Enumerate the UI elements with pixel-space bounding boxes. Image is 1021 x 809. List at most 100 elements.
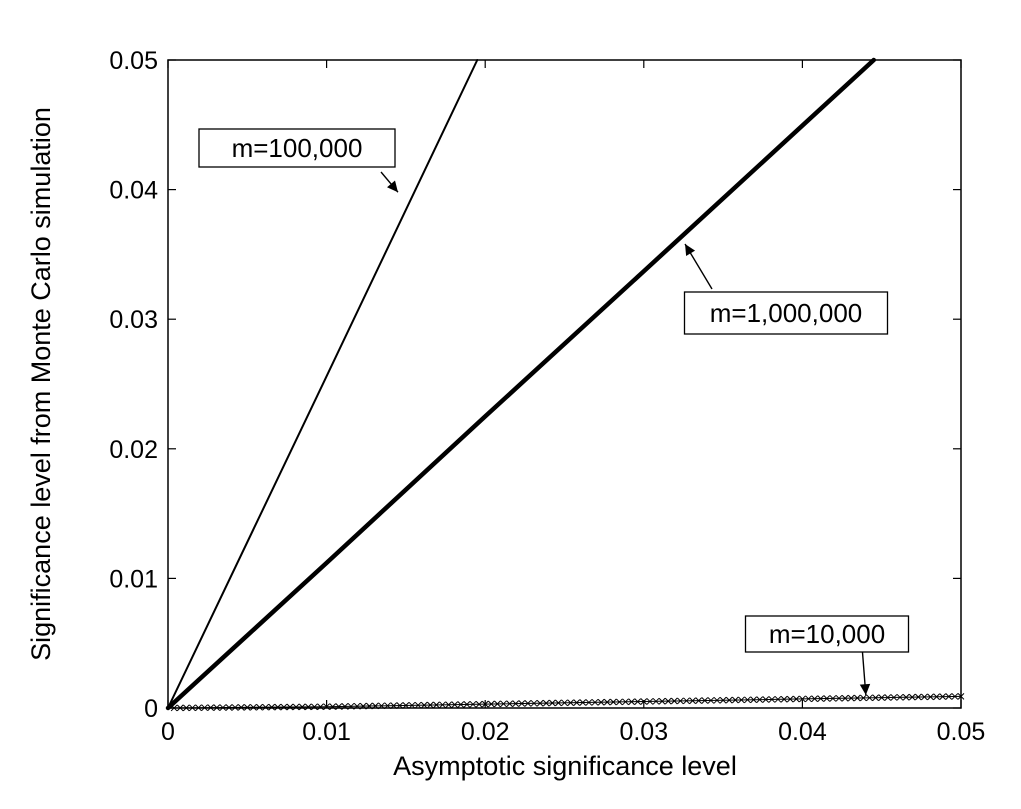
series-marker-m10000 — [243, 703, 251, 711]
series-marker-m10000 — [683, 697, 690, 705]
series-marker-m10000 — [189, 704, 196, 712]
series-marker-m10000 — [841, 694, 849, 702]
series-marker-m10000 — [738, 696, 745, 704]
series-marker-m10000 — [536, 699, 544, 707]
series-marker-m10000 — [542, 699, 550, 707]
series-layer — [165, 57, 965, 712]
series-marker-m10000 — [433, 701, 440, 709]
series-marker-m10000 — [500, 700, 507, 708]
series-marker-m10000 — [933, 693, 940, 701]
series-marker-m10000 — [719, 696, 727, 704]
series-marker-m10000 — [725, 696, 733, 704]
series-marker-m10000 — [445, 701, 452, 709]
series-marker-m10000 — [585, 699, 593, 706]
series-marker-m10000 — [506, 700, 513, 708]
series-marker-m10000 — [805, 695, 812, 703]
series-marker-m10000 — [512, 700, 520, 707]
series-marker-m10000 — [829, 695, 837, 702]
series-marker-m10000 — [945, 693, 953, 700]
series-marker-m10000 — [384, 702, 391, 710]
series-marker-m10000 — [561, 699, 568, 707]
series-marker-m10000 — [762, 696, 770, 703]
series-marker-m10000 — [262, 703, 269, 711]
y-tick-label: 0.04 — [109, 177, 158, 205]
series-marker-m10000 — [835, 694, 843, 702]
series-marker-m10000 — [378, 702, 385, 710]
series-marker-m10000 — [390, 702, 398, 709]
series-marker-m10000 — [347, 702, 355, 710]
series-marker-m10000 — [274, 703, 282, 711]
series-marker-m10000 — [298, 703, 306, 711]
series-marker-m10000 — [908, 693, 916, 701]
series-marker-m10000 — [768, 696, 776, 703]
series-marker-m10000 — [219, 704, 227, 711]
series-marker-m10000 — [426, 701, 434, 709]
series-marker-m10000 — [914, 693, 922, 701]
series-marker-m10000 — [853, 694, 861, 702]
series-marker-m10000 — [439, 701, 446, 709]
annotation-arrowhead-m100000 — [387, 180, 398, 193]
series-marker-m10000 — [878, 694, 886, 701]
x-tick-label: 0.01 — [302, 718, 351, 746]
series-marker-m10000 — [609, 698, 617, 706]
annotation-layer: m=100,000 m=1,000,000 m=10,000 — [198, 128, 910, 696]
series-marker-m10000 — [408, 701, 416, 709]
series-marker-m10000 — [640, 698, 648, 705]
series-marker-m10000 — [311, 703, 318, 711]
series-marker-m10000 — [317, 703, 324, 711]
series-marker-m10000 — [329, 703, 337, 710]
series-marker-m10000 — [896, 693, 904, 701]
series-marker-m10000 — [707, 697, 715, 704]
series-marker-m10000 — [530, 699, 538, 707]
series-marker-m10000 — [292, 703, 300, 711]
plot-area — [167, 59, 962, 709]
series-marker-m10000 — [487, 700, 495, 708]
series-marker-m10000 — [890, 694, 898, 701]
series-marker-m10000 — [256, 703, 263, 711]
series-marker-m10000 — [231, 704, 239, 711]
series-marker-m10000 — [359, 702, 367, 710]
y-tick-labels: 0 0.01 0.02 0.03 0.04 0.05 — [109, 47, 158, 723]
x-tick-labels: 0 0.01 0.02 0.03 0.04 0.05 — [161, 718, 985, 746]
series-marker-m10000 — [677, 697, 684, 705]
series-marker-m10000 — [603, 698, 611, 706]
series-marker-m10000 — [250, 703, 257, 711]
annotation-arrowhead-m1000000 — [685, 244, 696, 256]
annotation-arrowhead-m10000 — [859, 683, 871, 696]
series-marker-m10000 — [658, 697, 666, 705]
series-marker-m10000 — [902, 693, 910, 701]
annotation-box-m10000 — [744, 615, 910, 653]
series-marker-m10000 — [280, 703, 288, 711]
series-marker-m10000 — [353, 702, 361, 710]
series-marker-m10000 — [744, 696, 751, 704]
series-marker-m10000 — [494, 700, 501, 708]
annotation-box-m1000000 — [683, 291, 889, 335]
series-marker-m10000 — [817, 695, 825, 702]
series-marker-m10000 — [792, 695, 800, 703]
series-marker-m10000 — [866, 694, 873, 702]
y-tick-label: 0 — [144, 695, 158, 723]
series-marker-m10000 — [475, 700, 483, 708]
series-marker-m10000 — [860, 694, 867, 702]
series-marker-m10000 — [884, 694, 892, 701]
series-marker-m10000 — [286, 703, 294, 711]
series-marker-m10000 — [176, 704, 184, 712]
series-marker-m10000 — [481, 700, 489, 708]
series-marker-m10000 — [695, 697, 703, 704]
series-marker-m10000 — [713, 696, 721, 704]
series-marker-m10000 — [451, 701, 459, 708]
series-marker-m10000 — [670, 697, 678, 705]
series-marker-m10000 — [207, 704, 215, 712]
series-marker-m10000 — [195, 704, 202, 712]
series-marker-m10000 — [573, 699, 581, 706]
x-tick-label: 0.05 — [937, 718, 986, 746]
series-marker-m10000 — [548, 699, 556, 707]
series-marker-m10000 — [731, 696, 739, 704]
series-marker-m10000 — [420, 701, 428, 709]
series-marker-m10000 — [170, 704, 178, 712]
series-marker-m10000 — [616, 698, 623, 706]
series-marker-m10000 — [774, 695, 782, 703]
series-marker-m10000 — [847, 694, 855, 702]
x-tick-label: 0 — [161, 718, 175, 746]
